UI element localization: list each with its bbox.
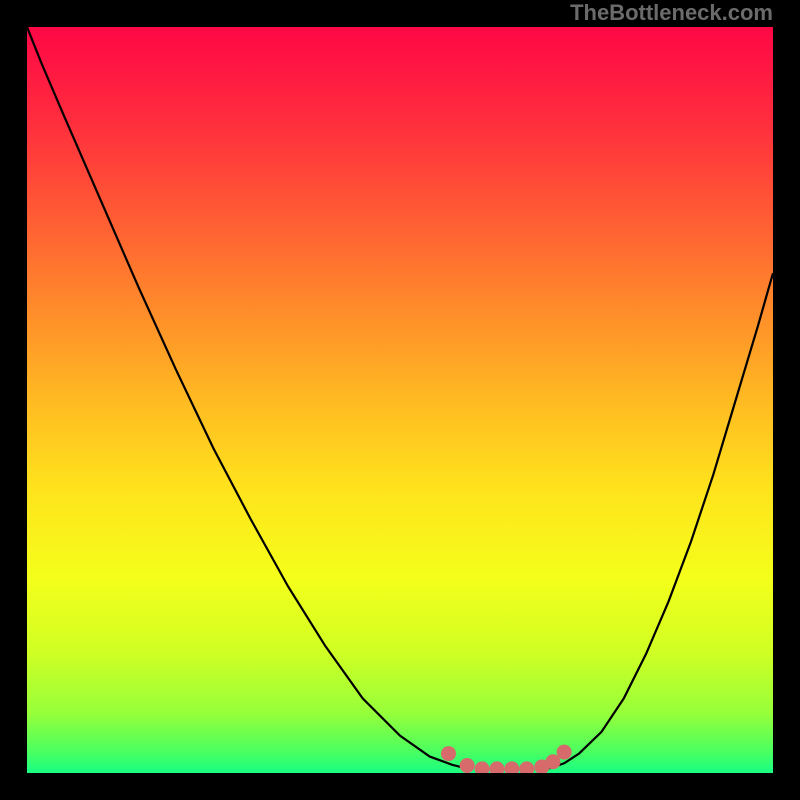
optimal-marker <box>475 761 490 773</box>
attribution-label: TheBottleneck.com <box>570 0 773 26</box>
optimal-marker <box>441 746 456 761</box>
optimal-marker <box>504 761 519 773</box>
bottleneck-curve-right <box>549 273 773 768</box>
curve-layer <box>27 27 773 773</box>
optimal-marker <box>489 761 504 773</box>
plot-area <box>27 27 773 773</box>
optimal-marker <box>519 761 534 773</box>
marker-group <box>441 745 572 773</box>
optimal-marker <box>557 745 572 760</box>
optimal-marker <box>460 758 475 773</box>
bottleneck-curve-left <box>27 27 467 769</box>
